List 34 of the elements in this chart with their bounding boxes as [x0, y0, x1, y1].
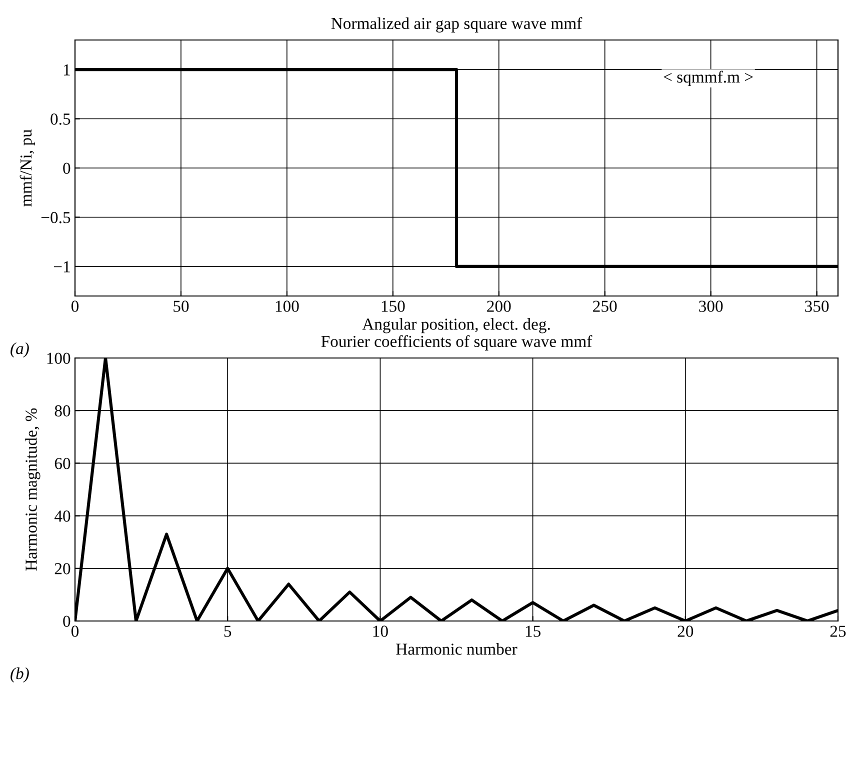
- y-tick-label: 1: [64, 64, 70, 76]
- y-tick-label: 100: [47, 352, 70, 364]
- y-tick-label: 20: [54, 563, 70, 574]
- y-tick-label: 0: [63, 162, 70, 174]
- y-tick-label: −1: [54, 261, 70, 272]
- x-tick-label: 25: [830, 626, 846, 637]
- x-tick-label: 20: [678, 626, 694, 637]
- x-tick-label: 100: [276, 300, 299, 312]
- text: (a): [10, 342, 29, 358]
- chart-title: Normalized air gap square wave mmf: [331, 17, 582, 32]
- y-tick-label: 60: [54, 458, 70, 470]
- x-axis-title: Angular position, elect. deg.: [362, 318, 550, 334]
- annotation: < sqmmf.m >: [664, 70, 753, 86]
- x-tick-label: 200: [487, 300, 511, 312]
- y-tick-label: 0: [63, 616, 70, 627]
- x-tick-label: 5: [224, 626, 232, 637]
- x-tick-label: 50: [174, 300, 189, 312]
- y-tick-label: 40: [54, 510, 70, 522]
- y-axis-title: mmf/Ni, pu: [20, 129, 36, 207]
- y-tick-label: 80: [54, 405, 70, 417]
- x-tick-label: 300: [699, 300, 723, 312]
- x-tick-label: 150: [382, 300, 405, 312]
- y-axis-title: Harmonic magnitude, %: [25, 408, 40, 571]
- x-tick-label: 10: [373, 626, 388, 637]
- y-tick-label: 0.5: [50, 113, 70, 125]
- x-tick-label: 350: [805, 300, 829, 312]
- x-tick-label: 15: [526, 626, 540, 637]
- x-tick-label: 0: [71, 626, 79, 637]
- y-tick-label: −0.5: [41, 212, 70, 224]
- text: (b): [10, 667, 29, 683]
- x-tick-label: 250: [593, 300, 617, 312]
- x-axis-title: Harmonic number: [396, 643, 518, 655]
- chart-title: Fourier coefficients of square wave mmf: [321, 335, 592, 350]
- x-tick-label: 0: [71, 300, 79, 312]
